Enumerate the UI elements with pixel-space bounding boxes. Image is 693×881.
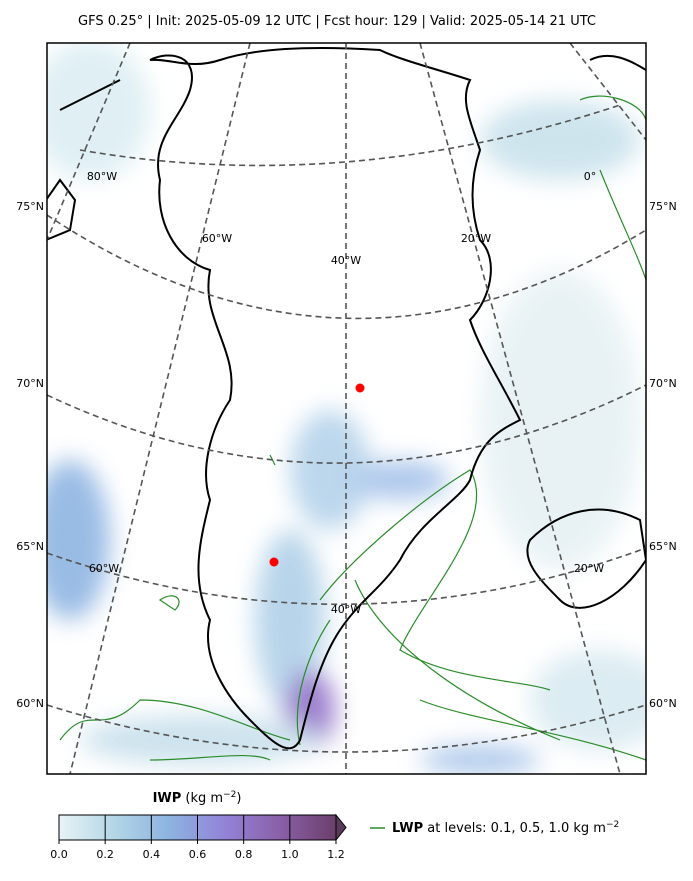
lat-label: 70°N [649, 377, 677, 390]
lon-label: 60°W [89, 562, 119, 575]
lat-label: 75°N [16, 200, 44, 213]
colorbar-tick-label: 1.2 [327, 848, 345, 861]
lon-label: 40°W [331, 603, 361, 616]
lat-label: 60°N [649, 697, 677, 710]
map-content [47, 43, 646, 774]
lwp-contours [59, 95, 646, 761]
legend-exp: −2 [606, 820, 619, 830]
colorbar-ticks: 0.0 0.2 0.4 0.6 0.8 1.0 1.2 [50, 815, 345, 861]
lat-label: 70°N [16, 377, 44, 390]
lat-label: 60°N [16, 697, 44, 710]
marker [355, 383, 365, 393]
lat-label: 65°N [649, 540, 677, 553]
header-title: GFS 0.25° | Init: 2025-05-09 12 UTC | Fc… [78, 14, 596, 29]
lon-label: 20°W [574, 562, 604, 575]
colorbar-tick-label: 0.6 [189, 848, 207, 861]
colorbar-title-bold: IWP [153, 791, 182, 806]
lat-label: 65°N [16, 540, 44, 553]
colorbar-title-unit: (kg m [185, 791, 223, 806]
map-labels: 75°N 75°N 70°N 70°N 65°N 65°N 60°N 60°N 80°W 0° 60… [16, 170, 676, 710]
legend-text: at levels: 0.1, 0.5, 1.0 kg m [423, 821, 606, 836]
lon-label: 0° [584, 170, 597, 183]
legend-bold: LWP [392, 821, 423, 836]
marker [269, 557, 279, 567]
lon-label: 80°W [87, 170, 117, 183]
colorbar-title: IWP (kg m−2) [153, 790, 242, 806]
map-frame [46, 42, 647, 775]
colorbar-tick-label: 0.0 [50, 848, 68, 861]
coastline [47, 47, 646, 750]
colorbar-tick-label: 0.4 [143, 848, 161, 861]
colorbar-extend [335, 813, 347, 842]
lon-label: 40°W [331, 254, 361, 267]
lon-label: 20°W [461, 232, 491, 245]
colorbar-title-exp: −2 [223, 790, 236, 800]
graticule [47, 43, 646, 774]
colorbar-tick-label: 0.8 [235, 848, 253, 861]
colorbar-tick-label: 1.0 [281, 848, 299, 861]
colorbar-tick-label: 0.2 [96, 848, 114, 861]
lon-label: 60°W [202, 232, 232, 245]
legend-label: LWP at levels: 0.1, 0.5, 1.0 kg m−2 [392, 820, 619, 836]
colorbar-title-close: ) [236, 791, 241, 806]
lat-label: 75°N [649, 200, 677, 213]
